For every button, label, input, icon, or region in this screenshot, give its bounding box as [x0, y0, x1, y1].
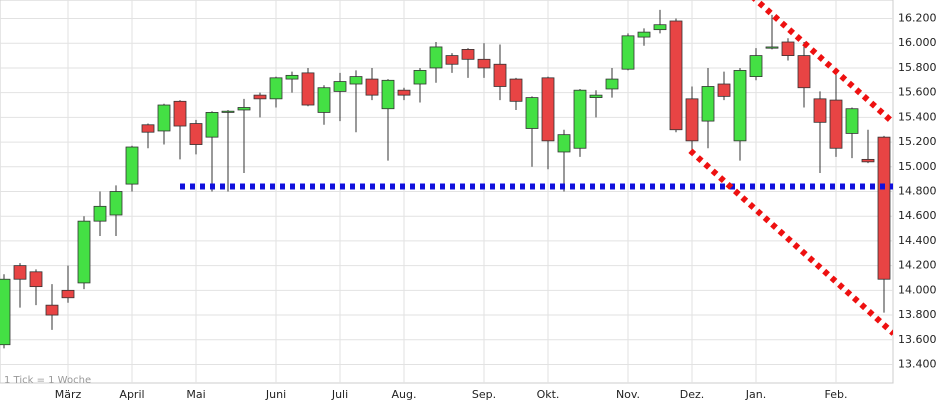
candle-body — [621, 35, 635, 70]
candle-body — [749, 55, 763, 78]
candle-body — [653, 24, 667, 31]
candle-body — [285, 74, 299, 80]
candle-body — [333, 81, 347, 92]
candle-body — [429, 46, 443, 69]
candle-body — [157, 104, 171, 132]
candle-body — [205, 112, 219, 138]
candle-body — [557, 134, 571, 153]
candle-body — [605, 78, 619, 90]
candle-body — [525, 97, 539, 129]
candle-body — [109, 191, 123, 216]
y-tick-label: 14.800 — [898, 185, 937, 198]
candle-body — [365, 78, 379, 96]
candle-body — [477, 58, 491, 69]
y-tick-label: 15.800 — [898, 61, 937, 74]
candle-body — [141, 124, 155, 133]
candle-body — [93, 205, 107, 222]
y-tick-label: 14.200 — [898, 259, 937, 272]
candle-body — [349, 76, 363, 85]
y-tick-label: 15.400 — [898, 110, 937, 123]
candle-body — [701, 86, 715, 122]
x-tick-label: Feb. — [825, 388, 848, 401]
candle-body — [221, 110, 235, 113]
candle-body — [269, 77, 283, 100]
candle-body — [573, 89, 587, 149]
candle-body — [861, 158, 875, 163]
x-tick-label: Sep. — [472, 388, 496, 401]
candle-body — [237, 107, 251, 111]
y-tick-label: 16.000 — [898, 36, 937, 49]
x-tick-label: Juni — [265, 388, 286, 401]
candle-body — [29, 271, 43, 288]
y-tick-label: 14.000 — [898, 283, 937, 296]
candle-body — [733, 70, 747, 142]
x-tick-label: Aug. — [392, 388, 417, 401]
y-tick-label: 15.600 — [898, 86, 937, 99]
candle-body — [493, 63, 507, 87]
x-tick-label: Nov. — [616, 388, 640, 401]
dotted-line — [751, 0, 893, 126]
candle-body — [61, 289, 75, 299]
candles — [0, 9, 891, 349]
x-tick-label: Dez. — [680, 388, 705, 401]
candle-body — [669, 20, 683, 131]
x-tick-label: April — [119, 388, 144, 401]
candle-body — [397, 89, 411, 96]
candle-body — [381, 79, 395, 110]
candle-body — [0, 278, 11, 346]
y-tick-label: 14.400 — [898, 234, 937, 247]
candle-body — [445, 55, 459, 65]
y-tick-label: 16.200 — [898, 12, 937, 25]
x-tick-label: Okt. — [537, 388, 560, 401]
candle-body — [253, 94, 267, 100]
candle-body — [589, 94, 603, 99]
y-tick-label: 13.800 — [898, 308, 937, 321]
candle-body — [813, 98, 827, 123]
candle-body — [125, 146, 139, 185]
candle-body — [461, 49, 475, 60]
x-tick-label: Jan. — [745, 388, 766, 401]
candle-body — [77, 220, 91, 284]
candle-body — [845, 108, 859, 134]
y-tick-label: 15.200 — [898, 135, 937, 148]
grid — [0, 0, 893, 383]
candle-body — [45, 304, 59, 316]
candle-body — [781, 41, 795, 56]
candle-body — [509, 78, 523, 102]
candle-body — [877, 136, 891, 280]
candle-body — [765, 46, 779, 49]
y-tick-label: 13.600 — [898, 333, 937, 346]
candle-body — [829, 99, 843, 149]
y-tick-label: 15.000 — [898, 160, 937, 173]
candle-body — [317, 87, 331, 113]
candle-body — [413, 70, 427, 85]
x-tick-label: März — [55, 388, 82, 401]
candle-body — [173, 100, 187, 127]
candle-body — [189, 123, 203, 145]
x-tick-label: Juli — [331, 388, 348, 401]
y-tick-label: 13.400 — [898, 357, 937, 370]
candle-body — [797, 55, 811, 89]
x-tick-label: Mai — [186, 388, 205, 401]
candle-body — [717, 83, 731, 97]
candle-body — [13, 265, 27, 280]
trend-lines — [180, 0, 893, 336]
annotation: 1 Tick = 1 Woche — [4, 375, 91, 386]
candle-body — [685, 98, 699, 142]
candle-body — [301, 72, 315, 106]
candle-body — [541, 77, 555, 142]
candle-body — [637, 31, 651, 38]
y-tick-label: 14.600 — [898, 209, 937, 222]
